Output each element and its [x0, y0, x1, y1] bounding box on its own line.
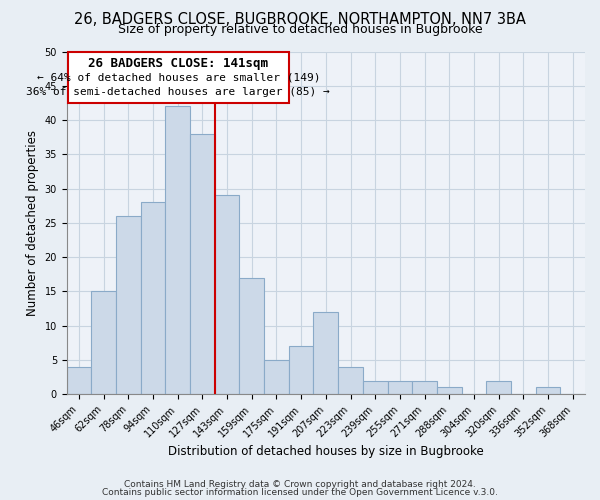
Bar — [338, 367, 363, 394]
Text: 36% of semi-detached houses are larger (85) →: 36% of semi-detached houses are larger (… — [26, 87, 330, 97]
Text: 26 BADGERS CLOSE: 141sqm: 26 BADGERS CLOSE: 141sqm — [88, 57, 268, 70]
X-axis label: Distribution of detached houses by size in Bugbrooke: Distribution of detached houses by size … — [168, 444, 484, 458]
Bar — [239, 278, 264, 394]
Bar — [116, 216, 141, 394]
Text: Contains public sector information licensed under the Open Government Licence v.: Contains public sector information licen… — [102, 488, 498, 497]
Text: Contains HM Land Registry data © Crown copyright and database right 2024.: Contains HM Land Registry data © Crown c… — [124, 480, 476, 489]
Bar — [412, 380, 437, 394]
FancyBboxPatch shape — [68, 52, 289, 103]
Bar — [215, 196, 239, 394]
Bar — [536, 388, 560, 394]
Bar — [388, 380, 412, 394]
Bar — [289, 346, 313, 394]
Y-axis label: Number of detached properties: Number of detached properties — [26, 130, 39, 316]
Bar — [141, 202, 166, 394]
Bar — [313, 312, 338, 394]
Bar — [264, 360, 289, 394]
Bar — [190, 134, 215, 394]
Text: Size of property relative to detached houses in Bugbrooke: Size of property relative to detached ho… — [118, 22, 482, 36]
Text: ← 64% of detached houses are smaller (149): ← 64% of detached houses are smaller (14… — [37, 72, 320, 82]
Bar — [166, 106, 190, 394]
Bar — [486, 380, 511, 394]
Text: 26, BADGERS CLOSE, BUGBROOKE, NORTHAMPTON, NN7 3BA: 26, BADGERS CLOSE, BUGBROOKE, NORTHAMPTO… — [74, 12, 526, 28]
Bar — [67, 367, 91, 394]
Bar — [437, 388, 461, 394]
Bar — [91, 292, 116, 394]
Bar — [363, 380, 388, 394]
